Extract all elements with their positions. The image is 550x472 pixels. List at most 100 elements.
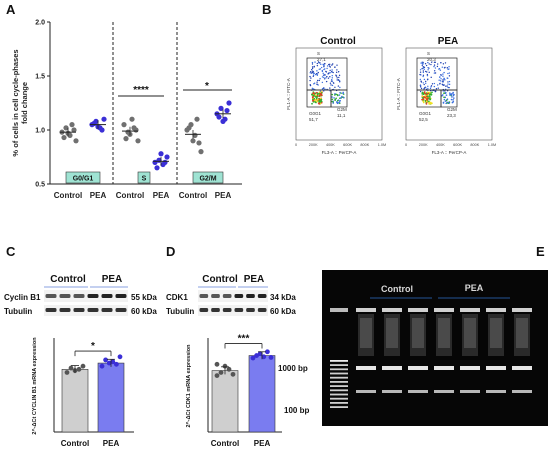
flow-dot: [427, 95, 429, 98]
flow-dot: [317, 84, 319, 86]
flow-dot: [338, 102, 341, 105]
phase-label-g2m: G2/M: [199, 176, 216, 183]
flow-dot: [428, 63, 430, 65]
panel-a-sig-s: ****: [133, 85, 149, 96]
flow-dot: [435, 87, 438, 90]
flow-dot: [424, 70, 427, 73]
gel-smear: [410, 314, 426, 356]
flow-dot: [335, 71, 338, 74]
flow-dot: [422, 75, 424, 78]
panel-a-point: [131, 125, 137, 131]
blot-d-row-kda-2: 60 kDa: [270, 307, 296, 316]
gel-smear-core: [360, 318, 372, 348]
flow-dot: [312, 99, 314, 102]
flow-dot: [311, 67, 314, 70]
flow-xtick-label: 800K: [470, 143, 479, 147]
gel-band-low: [460, 390, 480, 393]
panel-a-point: [154, 165, 160, 171]
blot-band: [73, 308, 85, 312]
flow-xtick-label: 400K: [326, 143, 335, 147]
blot-band: [59, 308, 71, 312]
blot-c-row-name-2: Tubulin: [4, 307, 32, 316]
bar-point-pea: [257, 351, 263, 357]
panel-a-ytick-label: 0.5: [35, 182, 45, 189]
flow-dot: [316, 81, 318, 83]
flow-dot: [309, 75, 311, 78]
flow-dot: [425, 82, 427, 85]
panel-a-point: [129, 116, 135, 122]
bar-pea: [97, 362, 125, 433]
flow-dot: [329, 90, 331, 92]
sig-label: ***: [238, 334, 250, 345]
gel-well: [512, 308, 532, 312]
blot-d-row-kda-1: 34 kDa: [270, 293, 296, 302]
flow-dot: [331, 69, 333, 71]
flow-dot: [444, 62, 447, 64]
gate-s-label-control: S: [317, 51, 320, 56]
flow-dot: [446, 85, 448, 87]
blot-d-row-name-2: Tubulin: [166, 307, 194, 316]
flow-dot: [445, 85, 447, 87]
flow-dot: [319, 77, 321, 80]
blot-band: [234, 308, 244, 312]
gel-smear-core: [464, 318, 476, 348]
flow-dot: [324, 78, 326, 80]
flow-dot: [328, 63, 330, 66]
gel-band: [486, 366, 506, 370]
flow-dot: [312, 71, 315, 73]
ladder-band: [330, 406, 348, 408]
blot-d-bands: [199, 294, 267, 312]
chart-d-xlabel-control: Control: [211, 439, 239, 448]
flow-dot: [338, 94, 341, 96]
flow-dot: [336, 79, 338, 81]
flow-dot: [419, 85, 422, 87]
flow-dot: [453, 97, 455, 99]
flow-dot: [316, 94, 319, 97]
flow-dot: [422, 61, 424, 64]
flow-dot: [419, 78, 422, 81]
flow-dot: [341, 95, 343, 98]
bar-point-control: [64, 370, 70, 375]
panel-d: Control PEA CDK1 Tubulin 34 kDa 60 kDa 2…: [166, 274, 296, 448]
flow-dot: [438, 79, 440, 81]
flow-dot: [331, 96, 333, 98]
flow-dot: [419, 69, 422, 71]
gel-band: [408, 366, 428, 370]
gate-s-label-pea: S: [427, 51, 430, 56]
flow-dot: [448, 75, 451, 77]
blot-c-row-1: [44, 290, 128, 302]
flow-dot: [331, 64, 333, 66]
flow-dot: [337, 85, 340, 87]
flow-dot: [445, 102, 447, 105]
flow-dot: [312, 92, 315, 95]
gel-smear-core: [516, 318, 528, 348]
flow-dot: [323, 63, 326, 65]
flow-dot: [319, 62, 321, 64]
flow-dot: [330, 84, 332, 86]
panel-a-point: [71, 127, 77, 133]
flow-dot: [440, 78, 442, 80]
panel-a-xlabel-5: Control: [179, 191, 207, 200]
flow-dot: [331, 84, 334, 87]
bar-pea: [248, 355, 276, 433]
bar-control: [61, 369, 89, 433]
flow-dot: [433, 61, 436, 63]
bar-point-control: [68, 365, 74, 371]
flow-dot: [448, 80, 451, 83]
flow-xtick-label: 800K: [360, 143, 369, 147]
flow-dot: [331, 100, 333, 103]
ladder-band: [330, 397, 348, 400]
gate-s-value-control: 27,1: [317, 57, 326, 62]
flow-dot: [420, 62, 422, 64]
flow-dot: [324, 74, 326, 76]
flow-dot: [316, 93, 319, 96]
flow-dot: [441, 94, 443, 97]
flow-dot: [326, 75, 328, 78]
flow-dot: [342, 92, 344, 95]
flow-dot: [316, 64, 319, 67]
flow-dot: [429, 87, 432, 90]
gel-marker-high: 1000 bp: [278, 364, 308, 373]
gate-g2m-control: [330, 89, 348, 108]
flow-dot: [452, 99, 454, 101]
blot-band: [45, 294, 57, 298]
